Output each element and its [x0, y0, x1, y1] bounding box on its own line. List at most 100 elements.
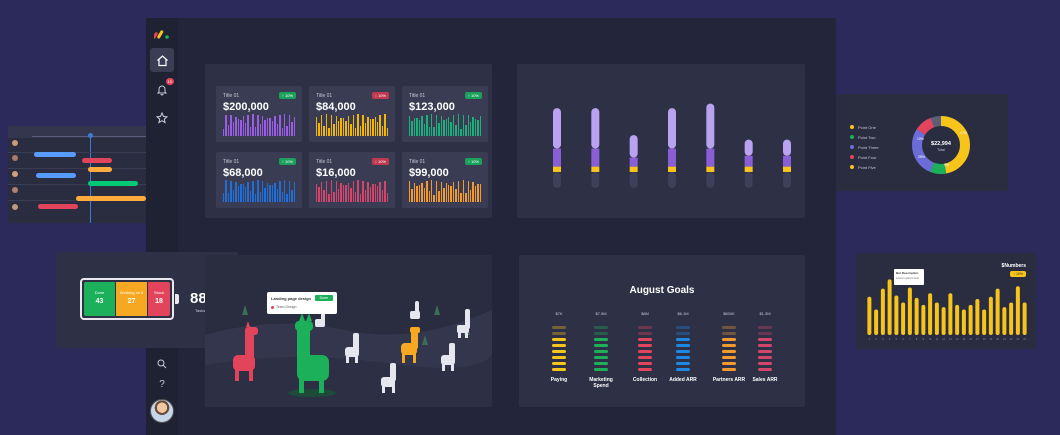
gantt-bar[interactable] — [82, 158, 112, 163]
sparkline-bar — [232, 121, 235, 136]
search-icon[interactable] — [150, 352, 174, 376]
goal-segment — [758, 362, 772, 365]
gantt-bar[interactable] — [88, 181, 138, 186]
gantt-bar[interactable] — [38, 204, 78, 209]
avatar — [12, 187, 18, 193]
bar-segment-purple[interactable] — [629, 157, 638, 167]
sparkline-bar — [362, 115, 364, 136]
help-icon[interactable]: ? — [159, 378, 165, 390]
bar-segment-yellow[interactable] — [591, 166, 600, 172]
monday-logo[interactable] — [152, 26, 170, 39]
gantt-bar[interactable] — [76, 196, 146, 201]
gantt-bar[interactable] — [88, 167, 112, 172]
numbers-bar[interactable] — [982, 309, 987, 335]
stat-card[interactable]: Title 01 $68,000 ↑ 10% — [216, 152, 302, 208]
numbers-bar[interactable] — [934, 302, 939, 335]
bar-segment-lavender[interactable] — [629, 135, 638, 158]
numbers-bar[interactable] — [880, 288, 885, 335]
goal-column[interactable]: $1.3M Sales ARR — [745, 311, 785, 383]
stat-badge: ↑ 10% — [464, 158, 482, 165]
numbers-bar[interactable] — [1015, 286, 1020, 335]
numbers-bar[interactable] — [894, 295, 899, 335]
goal-column[interactable]: $7.5M Marketing Spend — [581, 311, 621, 389]
x-tick-label: 1 — [869, 338, 871, 341]
battery-segment-value: 43 — [95, 298, 104, 305]
task-tooltip[interactable]: Landing page design Done Team Design — [267, 292, 337, 314]
stat-card[interactable]: Title 01 $200,000 ↑ 10% — [216, 86, 302, 142]
numbers-bar[interactable] — [1022, 302, 1027, 335]
bar-segment-yellow[interactable] — [744, 166, 753, 172]
bar-segment-purple[interactable] — [744, 155, 753, 167]
numbers-bar[interactable] — [914, 297, 919, 335]
goal-segment — [758, 338, 772, 341]
avatar[interactable] — [150, 399, 174, 423]
stat-title: Title 01 — [316, 159, 333, 165]
numbers-bar[interactable] — [995, 288, 1000, 335]
goal-column[interactable]: $7K Paying — [539, 311, 579, 383]
sparkline-bar — [230, 180, 232, 202]
numbers-bar[interactable] — [941, 307, 946, 335]
stat-title: Title 01 — [409, 93, 426, 99]
bar-segment-lavender[interactable] — [783, 139, 791, 156]
bell-icon[interactable]: 10 — [150, 78, 174, 102]
sparkline-bar — [448, 117, 450, 136]
bar-segment-purple[interactable] — [706, 148, 715, 167]
gantt-bar[interactable] — [36, 173, 76, 178]
sparkline-bar — [288, 180, 291, 202]
numbers-bar[interactable] — [874, 309, 879, 335]
home-icon[interactable] — [150, 48, 174, 72]
bar-segment-yellow[interactable] — [629, 166, 638, 172]
numbers-bar[interactable] — [968, 304, 973, 335]
sparkline-bar — [232, 189, 235, 202]
stat-card[interactable]: Title 01 $16,000 ↓ 10% — [309, 152, 395, 208]
task-title: Landing page design — [271, 296, 312, 301]
sparkline-bar — [452, 182, 455, 202]
legend-item: Point Two — [850, 132, 879, 142]
goal-column[interactable]: $600K Partners ARR — [709, 311, 749, 383]
goal-column[interactable]: $6.1M Added ARR — [663, 311, 703, 383]
bar-segment-lavender[interactable] — [553, 108, 561, 149]
stat-card[interactable]: Title 01 $99,000 ↑ 10% — [402, 152, 488, 208]
sparkline-bar — [223, 192, 225, 202]
sparkline-bar — [430, 114, 433, 136]
numbers-bar[interactable] — [988, 296, 993, 335]
bar-segment-yellow[interactable] — [706, 166, 715, 172]
numbers-bar[interactable] — [955, 304, 960, 335]
numbers-bar[interactable] — [1002, 307, 1007, 335]
goal-column[interactable]: $8M Collection — [625, 311, 665, 383]
numbers-bar[interactable] — [975, 299, 980, 335]
numbers-bar[interactable] — [907, 287, 912, 335]
numbers-bar[interactable] — [948, 293, 953, 335]
numbers-bar[interactable] — [901, 302, 906, 335]
stat-card[interactable]: Title 01 $123,000 ↑ 10% — [402, 86, 488, 142]
bar-segment-yellow[interactable] — [783, 166, 791, 172]
goal-segment — [638, 326, 652, 329]
bar-segment-yellow[interactable] — [553, 166, 561, 172]
bar-segment-purple[interactable] — [783, 155, 791, 167]
bar-segment-lavender[interactable] — [744, 139, 753, 156]
sparkline-bar — [384, 180, 386, 202]
numbers-bar[interactable] — [1009, 302, 1014, 335]
donut-slice-label-green: 9% — [944, 163, 949, 167]
bar-segment-yellow[interactable] — [668, 166, 676, 172]
gantt-bar[interactable] — [34, 152, 76, 157]
sparkline-bar — [335, 115, 337, 136]
gantt-today-marker — [90, 134, 91, 223]
star-icon[interactable] — [150, 106, 174, 130]
bar-segment-lavender[interactable] — [706, 103, 715, 149]
task-status-badge: Done — [314, 295, 333, 301]
bar-segment-purple[interactable] — [553, 148, 561, 167]
bar-segment-lavender[interactable] — [591, 108, 600, 149]
numbers-bar[interactable] — [961, 309, 966, 335]
stat-card[interactable]: Title 01 $84,000 ↓ 10% — [309, 86, 395, 142]
bar-segment-lavender[interactable] — [668, 108, 676, 149]
goal-label: Partners ARR — [712, 377, 746, 383]
numbers-bar[interactable] — [921, 304, 926, 335]
numbers-bar[interactable] — [928, 293, 933, 335]
numbers-bar[interactable] — [887, 279, 892, 335]
goal-segment — [722, 362, 736, 365]
numbers-bar[interactable] — [867, 296, 872, 335]
sparkline-bar — [418, 184, 421, 202]
bar-segment-purple[interactable] — [668, 148, 676, 167]
bar-segment-purple[interactable] — [591, 148, 600, 167]
